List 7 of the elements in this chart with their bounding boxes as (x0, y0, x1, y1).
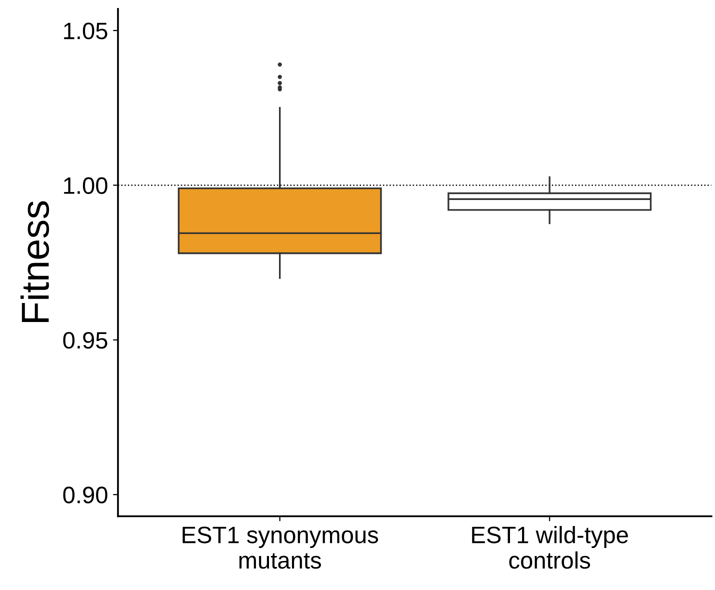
x-tick-label: EST1 synonymous mutants (182, 526, 378, 569)
y-tick-label: 1.05 (64, 22, 108, 40)
x-tick-label: EST1 wild-type controls (472, 526, 628, 569)
y-tick-label: 0.95 (63, 332, 108, 349)
y-tick-label: 1.00 (64, 177, 108, 194)
y-tick-label: 0.90 (63, 486, 108, 504)
y-axis-title: Fitness (20, 201, 50, 322)
